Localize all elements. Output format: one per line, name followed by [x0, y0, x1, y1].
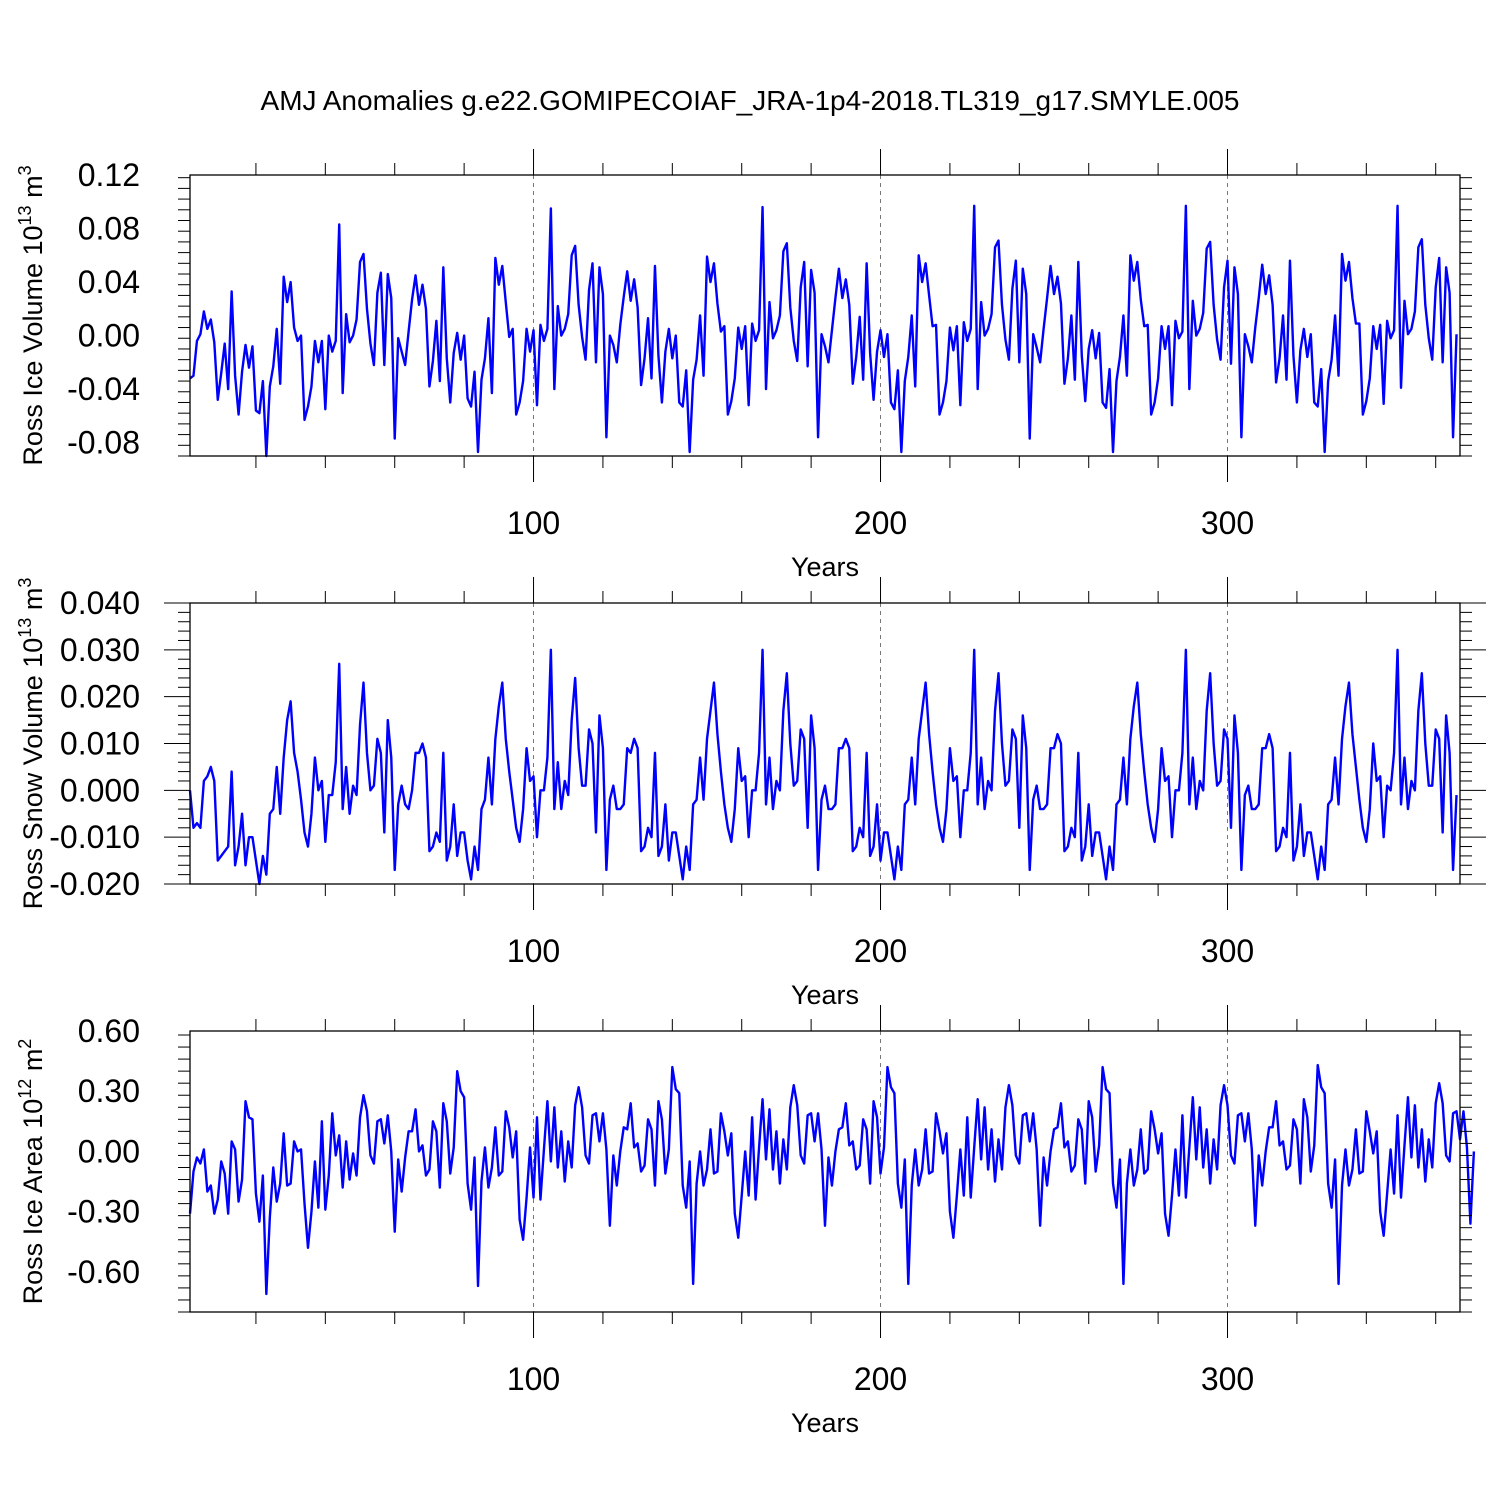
y-tick-label: 0.030: [60, 632, 140, 668]
y-axis-label: Ross Ice Area 1012 m2: [15, 1039, 48, 1305]
x-tick-label: 200: [854, 505, 907, 541]
x-tick-label: 100: [507, 933, 560, 969]
y-axis-label-part: Ross Ice Volume 10: [18, 225, 48, 465]
y-tick-label: 0.010: [60, 726, 140, 762]
y-tick-label: -0.04: [67, 371, 140, 407]
y-axis-label-part: m: [18, 1049, 48, 1079]
y-tick-label: 0.08: [78, 211, 140, 247]
y-tick-label: -0.010: [49, 819, 140, 855]
y-tick-label: 0.00: [78, 318, 140, 354]
plot-frame: [189, 602, 1461, 885]
x-axis-label: Years: [791, 1408, 859, 1438]
series-line: [189, 204, 1458, 458]
y-tick-label: -0.60: [67, 1254, 140, 1290]
y-axis-label-sup: 13: [15, 205, 35, 225]
y-tick-label: 0.040: [60, 585, 140, 621]
panel-3: 100 200 300 0.60 0.30 0.00 -0.30 -0.60 Years Ross…: [15, 1005, 1476, 1438]
y-axis-label-sup: 12: [15, 1079, 35, 1099]
x-tick-label: 100: [507, 1361, 560, 1397]
x-tick-label: 200: [854, 1361, 907, 1397]
x-axis-label: Years: [791, 552, 859, 582]
x-axis-label: Years: [791, 980, 859, 1010]
panel-1: 100 200 300 0.12 0.08 0.04 0.00 -0.04 -0.08 Years…: [15, 149, 1472, 582]
series-line: [188, 1063, 1476, 1296]
plot-frame: [189, 174, 1461, 457]
y-axis-label-part: Ross Ice Area 10: [18, 1099, 48, 1305]
y-tick-label: 0.04: [78, 264, 140, 300]
y-tick-label: 0.000: [60, 772, 140, 808]
y-tick-label: -0.020: [49, 866, 140, 902]
y-tick-label: -0.30: [67, 1194, 140, 1230]
plot-frame: [189, 1030, 1461, 1313]
x-tick-label: 300: [1201, 1361, 1254, 1397]
y-axis-label-sup: 3: [15, 165, 35, 175]
panel-2: 100 200 300 0.040 0.030 0.020 0.010 0.000 -0.010…: [15, 577, 1486, 1010]
y-axis-label-sup: 2: [15, 1039, 35, 1049]
y-axis-label: Ross Ice Volume 1013 m3: [15, 165, 48, 465]
series-line: [188, 648, 1458, 886]
y-tick-label: 0.020: [60, 679, 140, 715]
y-tick-label: 0.30: [78, 1073, 140, 1109]
figure-title: AMJ Anomalies g.e22.GOMIPECOIAF_JRA-1p4-…: [261, 85, 1240, 116]
y-tick-label: 0.00: [78, 1133, 140, 1169]
y-axis-label: Ross Snow Volume 1013 m3: [15, 578, 48, 910]
x-tick-label: 300: [1201, 933, 1254, 969]
x-tick-label: 300: [1201, 505, 1254, 541]
y-axis-label-sup: 13: [15, 618, 35, 638]
y-axis-label-part: Ross Snow Volume 10: [18, 638, 48, 910]
y-axis-label-sup: 3: [15, 578, 35, 588]
y-tick-label: 0.60: [78, 1013, 140, 1049]
y-axis-label-part: m: [18, 588, 48, 618]
y-tick-label: -0.08: [67, 425, 140, 461]
y-tick-label: 0.12: [78, 157, 140, 193]
x-tick-label: 200: [854, 933, 907, 969]
y-axis-label-part: m: [18, 175, 48, 205]
x-tick-label: 100: [507, 505, 560, 541]
